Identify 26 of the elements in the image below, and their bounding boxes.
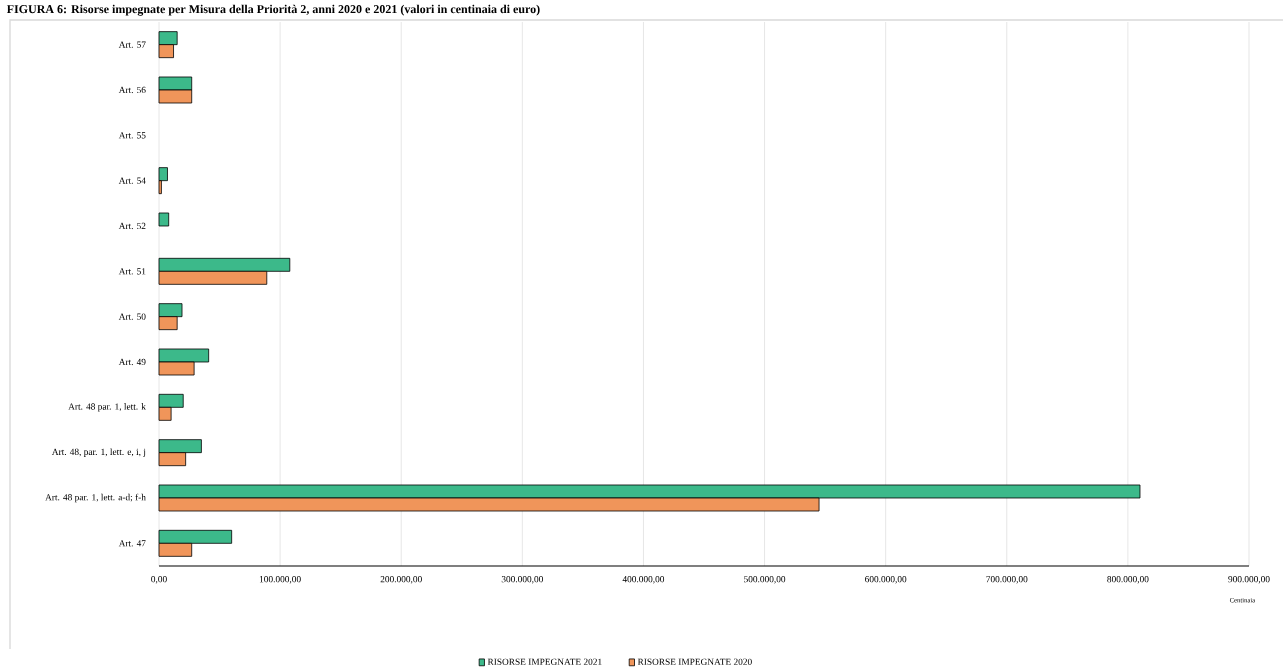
y-tick-label: Art. 56 (118, 86, 146, 94)
y-tick-label: Art. 51 (118, 268, 146, 275)
y-tick-label: Art. 47 (118, 540, 146, 547)
x-tick-label: 900.000,00 (1228, 575, 1270, 584)
x-tick-label: 700.000,00 (986, 575, 1028, 584)
x-tick-label: 500.000,00 (744, 575, 786, 584)
x-tick-label: 400.000,00 (622, 575, 665, 584)
y-tick-label: Art. 54 (118, 177, 146, 184)
bar (158, 212, 170, 227)
x-tick-label: 100.000,00 (259, 575, 301, 584)
y-tick-label: Art. 50 (118, 313, 146, 320)
y-tick-label: Art. 48 par. 1, lett. a-d; f-h (45, 493, 146, 503)
x-tick-label: 600.000,00 (865, 575, 907, 584)
y-tick-label: Art. 55 (118, 132, 146, 139)
x-tick-label: 800.000,00 (1107, 575, 1149, 584)
x-tick-label: 0,00 (151, 575, 167, 584)
legend-label: RISORSE IMPEGNATE 2021 (487, 658, 602, 665)
y-tick-label: Art. 48, par. 1, lett. e, i, j (51, 448, 146, 457)
y-tick-label: Art. 57 (118, 41, 146, 48)
chart-title: FIGURA 6: Risorse impegnate per Misura della Priorità 2, anni 2020 e 2021 (valori in centinaia di euro) (6, 4, 540, 16)
y-tick-label: Art. 52 (118, 222, 146, 230)
legend-label: RISORSE IMPEGNATE 2020 (637, 658, 752, 665)
y-tick-label: Art. 49 (118, 358, 146, 366)
x-tick-label: 300.000,00 (501, 575, 543, 584)
y-tick-label: Art. 48 par. 1, lett. k (68, 403, 146, 412)
x-tick-label: 200.000,00 (380, 575, 422, 584)
